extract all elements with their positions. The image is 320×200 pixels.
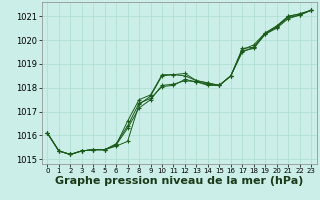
X-axis label: Graphe pression niveau de la mer (hPa): Graphe pression niveau de la mer (hPa) (55, 176, 303, 186)
